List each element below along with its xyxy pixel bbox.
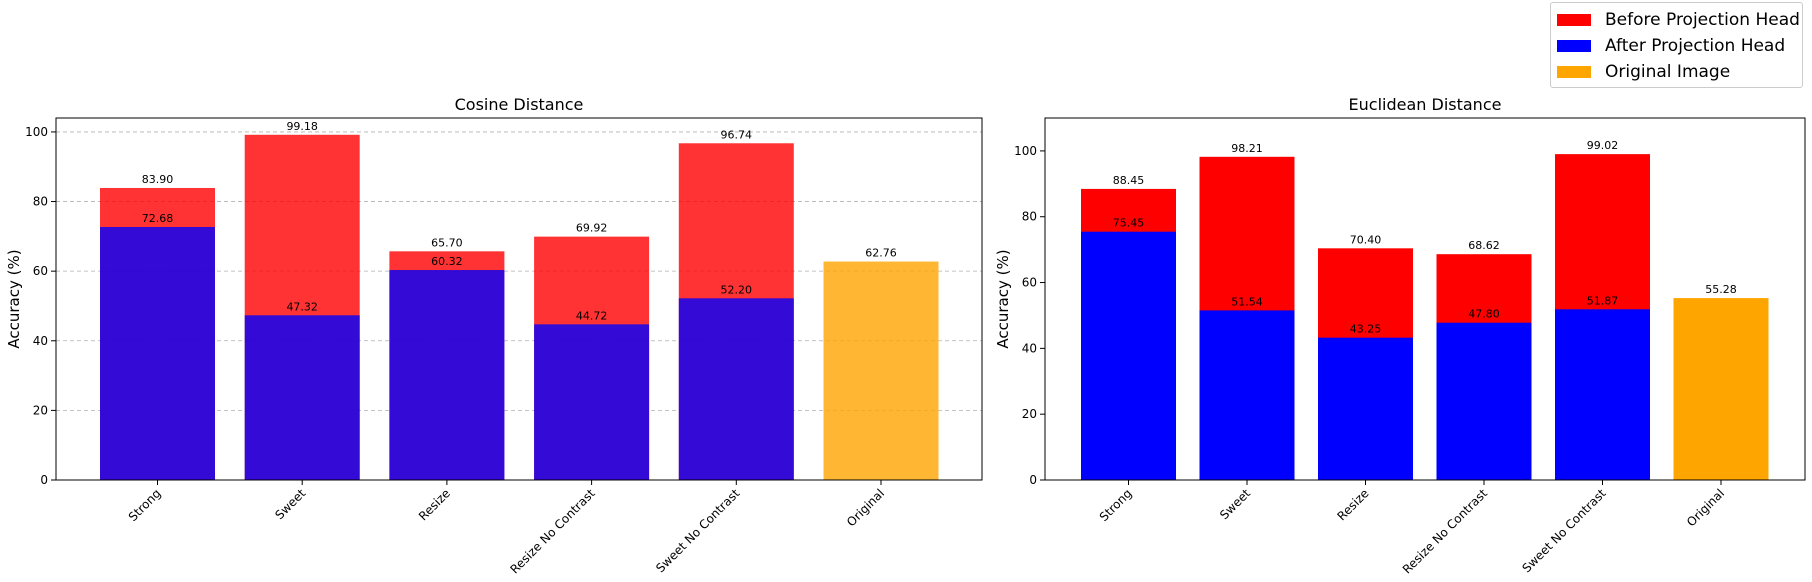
legend-item-original: Original Image	[1557, 60, 1730, 84]
euclidean-bar-after	[1318, 337, 1413, 480]
cosine-data-label: 44.72	[576, 309, 608, 322]
euclidean-data-label: 47.80	[1468, 308, 1500, 321]
cosine-data-label: 99.18	[286, 120, 318, 133]
euclidean-bar-after	[1081, 231, 1176, 480]
euclidean-x-tick-label: Strong	[1097, 486, 1135, 524]
cosine-data-label: 60.32	[431, 255, 463, 268]
legend-swatch-before	[1557, 14, 1591, 26]
cosine-data-label: 62.76	[865, 247, 897, 260]
euclidean-x-tick-label: Sweet	[1217, 486, 1253, 522]
cosine-bar-after	[534, 324, 650, 480]
euclidean-y-tick-label: 80	[1022, 210, 1037, 224]
euclidean-data-label: 51.87	[1587, 294, 1619, 307]
cosine-data-label: 83.90	[142, 173, 174, 186]
cosine-bar-after	[244, 315, 360, 480]
cosine-data-label: 65.70	[431, 236, 463, 249]
cosine-y-tick-label: 0	[40, 473, 48, 487]
legend-label-original: Original Image	[1605, 62, 1731, 82]
cosine-bar-after	[678, 298, 794, 480]
legend-label-before: Before Projection Head	[1605, 10, 1800, 30]
legend-swatch-original	[1557, 66, 1591, 78]
legend-label-after: After Projection Head	[1605, 36, 1786, 56]
cosine-axes-frame	[55, 117, 983, 481]
cosine-x-tick-label: Sweet	[272, 486, 308, 522]
euclidean-bar-after	[1555, 309, 1650, 480]
cosine-x-tick-label: Sweet No Contrast	[653, 486, 742, 575]
legend: Before Projection Head After Projection …	[1550, 2, 1803, 88]
euclidean-y-tick-label: 40	[1022, 341, 1037, 355]
cosine-chart-title: Cosine Distance	[455, 95, 584, 114]
euclidean-data-label: 98.21	[1231, 142, 1263, 155]
euclidean-bar-after	[1436, 322, 1532, 480]
legend-item-after: After Projection Head	[1557, 34, 1785, 58]
euclidean-y-tick-label: 20	[1022, 407, 1037, 421]
cosine-data-label: 52.20	[721, 283, 753, 296]
euclidean-data-label: 88.45	[1113, 174, 1145, 187]
cosine-x-tick-label: Resize No Contrast	[507, 486, 597, 576]
euclidean-data-label: 99.02	[1587, 139, 1619, 152]
euclidean-bar-after	[1199, 310, 1295, 480]
cosine-data-label: 47.32	[286, 300, 318, 313]
legend-swatch-after	[1557, 40, 1591, 52]
euclidean-x-tick-label: Resize	[1335, 486, 1372, 523]
euclidean-data-label: 55.28	[1705, 283, 1737, 296]
euclidean-x-tick-label: Original	[1684, 486, 1727, 529]
cosine-bar-original	[823, 261, 939, 480]
euclidean-y-axis-label: Accuracy (%)	[994, 249, 1012, 348]
euclidean-x-tick-label: Resize No Contrast	[1400, 486, 1490, 576]
cosine-y-tick-label: 40	[33, 334, 48, 348]
euclidean-y-tick-label: 100	[1014, 144, 1037, 158]
cosine-bar-after	[100, 227, 215, 480]
euclidean-chart-title: Euclidean Distance	[1349, 95, 1502, 114]
euclidean-data-label: 51.54	[1231, 295, 1263, 308]
euclidean-data-label: 70.40	[1350, 233, 1382, 246]
cosine-data-label: 96.74	[721, 128, 753, 141]
cosine-x-tick-label: Original	[844, 486, 887, 529]
cosine-y-tick-label: 60	[33, 264, 48, 278]
cosine-x-tick-label: Resize	[416, 486, 453, 523]
legend-item-before: Before Projection Head	[1557, 8, 1800, 32]
euclidean-axes-frame	[1044, 117, 1806, 481]
cosine-data-label: 69.92	[576, 222, 608, 235]
cosine-data-label: 72.68	[142, 212, 174, 225]
cosine-y-tick-label: 20	[33, 403, 48, 417]
euclidean-x-tick-label: Sweet No Contrast	[1519, 486, 1608, 575]
cosine-bar-after	[389, 270, 505, 480]
euclidean-bar-original	[1673, 298, 1769, 480]
cosine-y-tick-label: 100	[25, 125, 48, 139]
euclidean-data-label: 75.45	[1113, 217, 1145, 230]
euclidean-y-tick-label: 0	[1029, 473, 1037, 487]
cosine-y-axis-label: Accuracy (%)	[5, 249, 23, 348]
euclidean-data-label: 68.62	[1468, 239, 1500, 252]
euclidean-data-label: 43.25	[1350, 323, 1382, 336]
euclidean-y-tick-label: 60	[1022, 276, 1037, 290]
cosine-x-tick-label: Strong	[126, 486, 164, 524]
cosine-y-tick-label: 80	[33, 195, 48, 209]
